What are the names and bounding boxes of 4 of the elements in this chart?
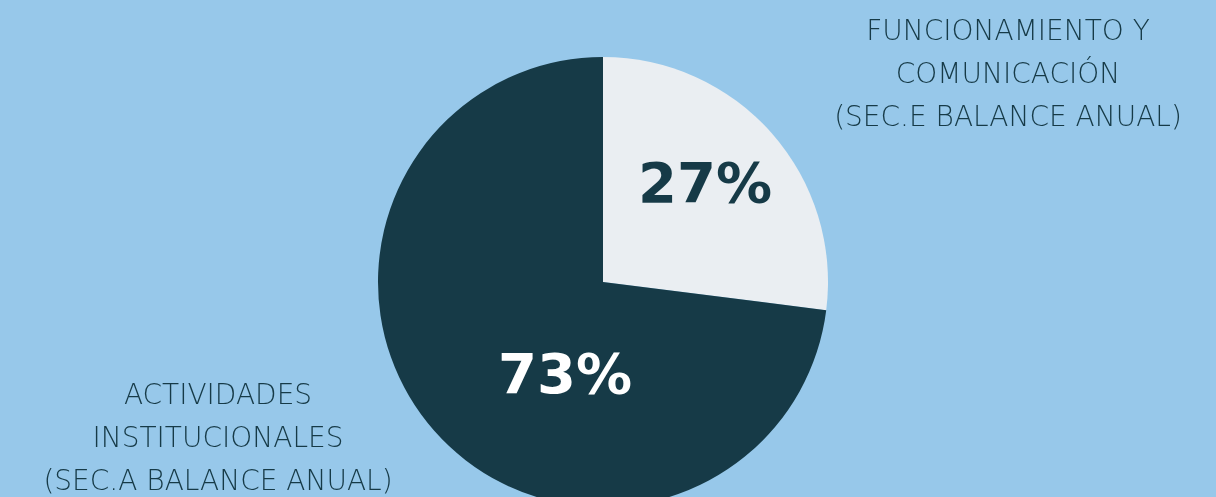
slice-label: FUNCIONAMIENTO Y COMUNICACIÓN (SEC.E BALANCE ANUAL) (834, 14, 1182, 133)
slice-label: ACTIVIDADES INSTITUCIONALES (SEC.A BALANCE ANUAL) (43, 378, 393, 497)
data-label: 73% (497, 341, 633, 406)
data-label: 27% (637, 150, 773, 215)
